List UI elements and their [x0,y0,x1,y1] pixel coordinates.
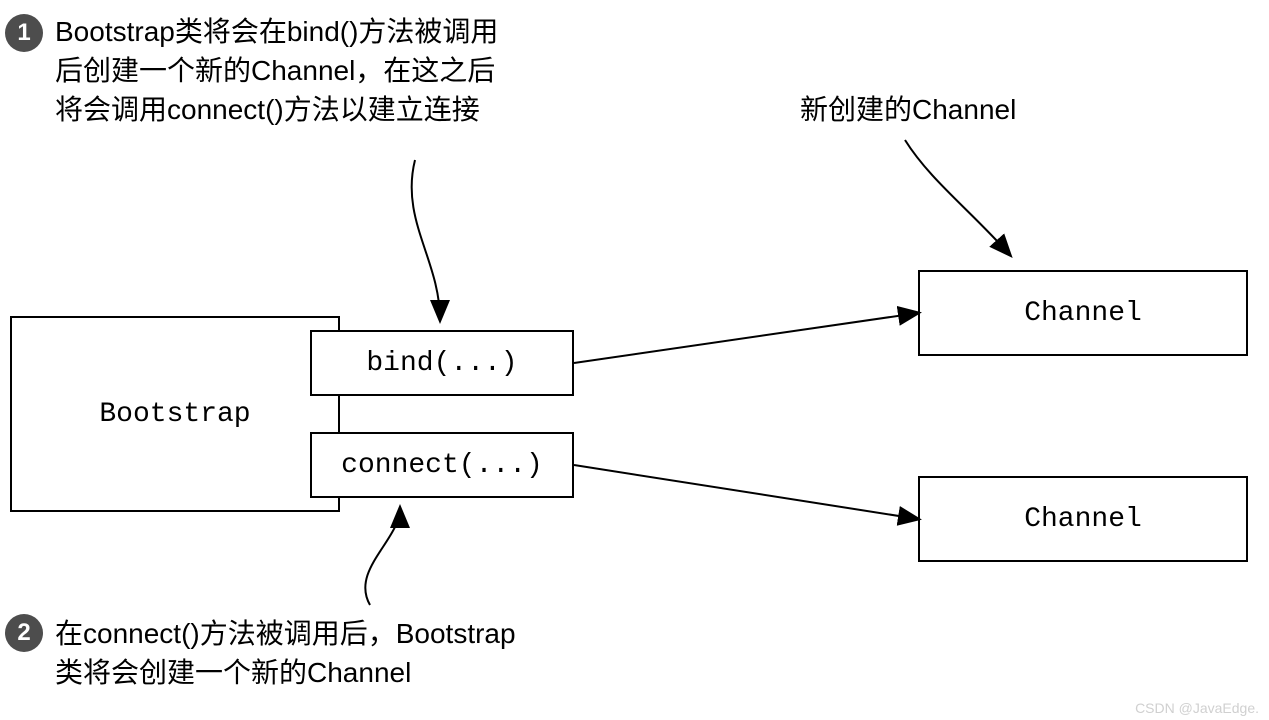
step2-bullet: 2 [5,614,43,652]
channel2-box: Channel [918,476,1248,562]
bootstrap-box-label: Bootstrap [99,399,250,430]
channel2-box-label: Channel [1024,504,1142,535]
arrow-anno1-to-bind [412,160,440,320]
channel-label: 新创建的Channel [800,90,1016,129]
step1-bullet-num: 1 [17,19,30,47]
arrow-connect-to-channel2 [574,465,918,519]
arrow-anno2-to-connect [365,508,400,605]
arrow-label-to-channel1 [905,140,1010,255]
step1-text: Bootstrap类将会在bind()方法被调用 后创建一个新的Channel，… [55,12,498,130]
channel1-box: Channel [918,270,1248,356]
step1-bullet: 1 [5,14,43,52]
step2-bullet-num: 2 [17,619,30,647]
connect-box-label: connect(...) [341,450,543,481]
bind-box-label: bind(...) [366,348,517,379]
bind-box: bind(...) [310,330,574,396]
connect-box: connect(...) [310,432,574,498]
watermark: CSDN @JavaEdge. [1135,700,1259,716]
arrow-bind-to-channel1 [574,313,918,363]
step2-text: 在connect()方法被调用后，Bootstrap 类将会创建一个新的Chan… [55,614,516,692]
bootstrap-box: Bootstrap [10,316,340,512]
channel1-box-label: Channel [1024,298,1142,329]
